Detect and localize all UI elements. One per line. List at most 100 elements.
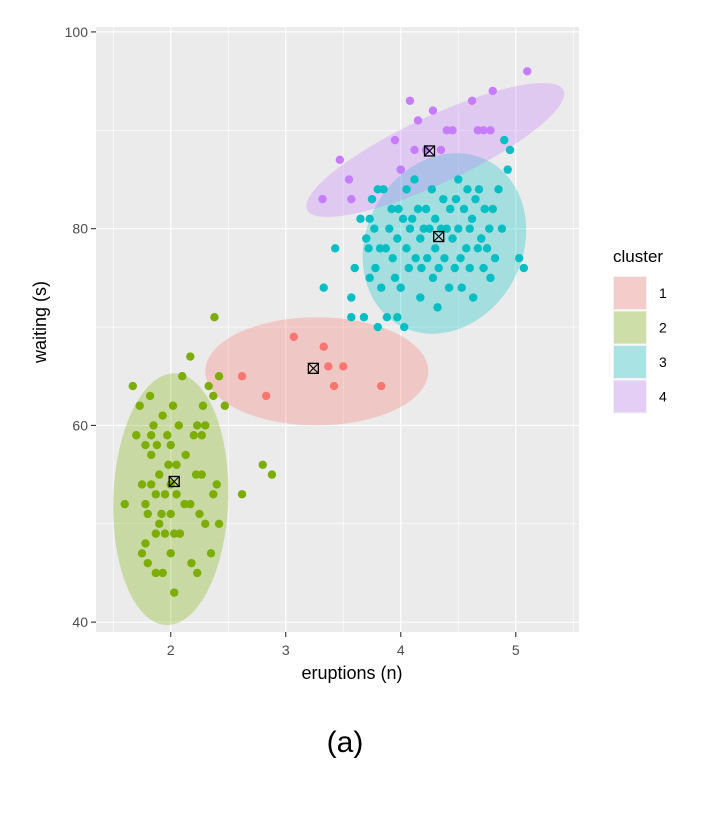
data-point-cluster-3 — [379, 185, 388, 194]
data-point-cluster-4 — [488, 86, 497, 96]
data-point-cluster-3 — [390, 273, 400, 283]
data-point-cluster-3 — [417, 263, 426, 273]
data-point-cluster-3 — [433, 303, 442, 312]
grid-major — [96, 27, 579, 632]
y-tick-label: 100 — [65, 24, 89, 40]
centroid-cross — [307, 362, 319, 374]
data-point-cluster-3 — [385, 224, 394, 233]
data-point-cluster-3 — [490, 253, 500, 263]
data-point-cluster-2 — [145, 391, 155, 401]
centroid-box — [307, 362, 320, 375]
centroid-marker-cluster-4 — [423, 145, 436, 157]
data-point-cluster-2 — [137, 549, 147, 558]
data-point-cluster-2 — [193, 568, 202, 578]
data-point-cluster-4 — [428, 106, 438, 115]
data-point-cluster-4 — [390, 135, 400, 145]
data-point-cluster-3 — [440, 253, 449, 263]
x-axis: 2 3 4 5 — [167, 632, 520, 658]
data-point-cluster-3 — [371, 263, 380, 273]
data-point-cluster-3 — [494, 185, 503, 194]
data-point-cluster-2 — [143, 558, 152, 568]
data-point-cluster-4 — [318, 194, 327, 204]
legend-key-background — [613, 379, 647, 414]
data-point-cluster-1 — [377, 381, 386, 391]
data-point-cluster-2 — [209, 490, 218, 499]
data-point-cluster-3 — [500, 135, 509, 145]
legend-key-2 — [614, 311, 646, 344]
data-point-cluster-3 — [454, 175, 463, 184]
data-point-cluster-3 — [434, 263, 443, 273]
data-point-cluster-2 — [166, 549, 175, 558]
data-point-cluster-2 — [120, 499, 129, 509]
data-point-cluster-2 — [197, 431, 206, 440]
data-point-cluster-4 — [436, 145, 446, 155]
data-point-cluster-3 — [436, 224, 446, 233]
data-point-cluster-2 — [152, 440, 162, 450]
data-point-cluster-3 — [482, 244, 492, 253]
legend-key-background — [613, 345, 647, 379]
data-point-cluster-3 — [364, 244, 373, 253]
legend-label-4: 4 — [659, 389, 667, 405]
grid-minor — [96, 27, 579, 632]
centroid-cross — [168, 476, 180, 487]
data-point-cluster-3 — [474, 185, 484, 194]
data-point-cluster-2 — [158, 568, 167, 578]
data-point-cluster-2 — [201, 519, 210, 528]
data-point-cluster-3 — [485, 224, 494, 233]
data-point-cluster-2 — [141, 539, 150, 548]
data-point-cluster-2 — [137, 480, 147, 489]
data-point-cluster-1 — [289, 332, 298, 342]
data-point-cluster-2 — [147, 431, 156, 440]
data-point-cluster-3 — [427, 185, 436, 194]
data-point-cluster-2 — [151, 490, 160, 499]
data-point-cluster-2 — [178, 372, 187, 381]
data-point-cluster-3 — [479, 263, 488, 273]
cluster-centroids — [168, 145, 445, 488]
data-point-cluster-3 — [347, 313, 356, 322]
data-point-cluster-2 — [267, 470, 277, 479]
data-point-cluster-2 — [168, 401, 178, 410]
data-point-cluster-3 — [393, 313, 402, 322]
y-tick-label: 40 — [72, 614, 88, 630]
data-point-cluster-3 — [331, 244, 340, 253]
data-point-cluster-3 — [469, 293, 478, 302]
data-point-cluster-4 — [396, 165, 405, 174]
data-point-cluster-2 — [157, 509, 166, 519]
data-point-cluster-3 — [350, 263, 359, 273]
data-points — [120, 67, 532, 597]
data-point-cluster-3 — [402, 244, 411, 253]
data-point-cluster-3 — [463, 185, 472, 194]
data-point-cluster-2 — [141, 440, 150, 450]
data-point-cluster-2 — [197, 470, 206, 479]
data-point-cluster-2 — [151, 568, 160, 578]
centroid-cross — [433, 231, 445, 242]
data-point-cluster-2 — [170, 529, 179, 538]
data-point-cluster-3 — [419, 224, 428, 233]
data-point-cluster-3 — [370, 224, 379, 233]
data-point-cluster-3 — [451, 194, 461, 204]
y-axis-title: waiting (s) — [30, 281, 50, 364]
centroid-box — [423, 145, 436, 157]
data-point-cluster-3 — [402, 185, 411, 194]
legend-key-background — [613, 276, 647, 310]
legend-item-4: 4 — [613, 379, 667, 414]
data-point-cluster-2 — [210, 313, 219, 322]
data-point-cluster-3 — [459, 204, 469, 214]
data-point-cluster-3 — [377, 283, 386, 292]
data-point-cluster-3 — [373, 322, 382, 332]
legend-label-3: 3 — [659, 354, 667, 370]
data-point-cluster-1 — [324, 362, 333, 371]
data-point-cluster-2 — [135, 401, 144, 410]
data-point-cluster-3 — [442, 224, 451, 233]
data-point-cluster-1 — [237, 372, 247, 381]
centroid-marker-cluster-1 — [307, 362, 320, 375]
data-point-cluster-2 — [198, 401, 208, 410]
data-point-cluster-2 — [147, 480, 156, 489]
data-point-cluster-2 — [163, 431, 172, 440]
data-point-cluster-1 — [329, 381, 339, 391]
data-point-cluster-3 — [404, 263, 413, 273]
data-point-cluster-1 — [262, 391, 271, 401]
data-point-cluster-2 — [143, 509, 152, 519]
data-point-cluster-3 — [400, 322, 409, 332]
data-point-cluster-3 — [462, 244, 471, 253]
